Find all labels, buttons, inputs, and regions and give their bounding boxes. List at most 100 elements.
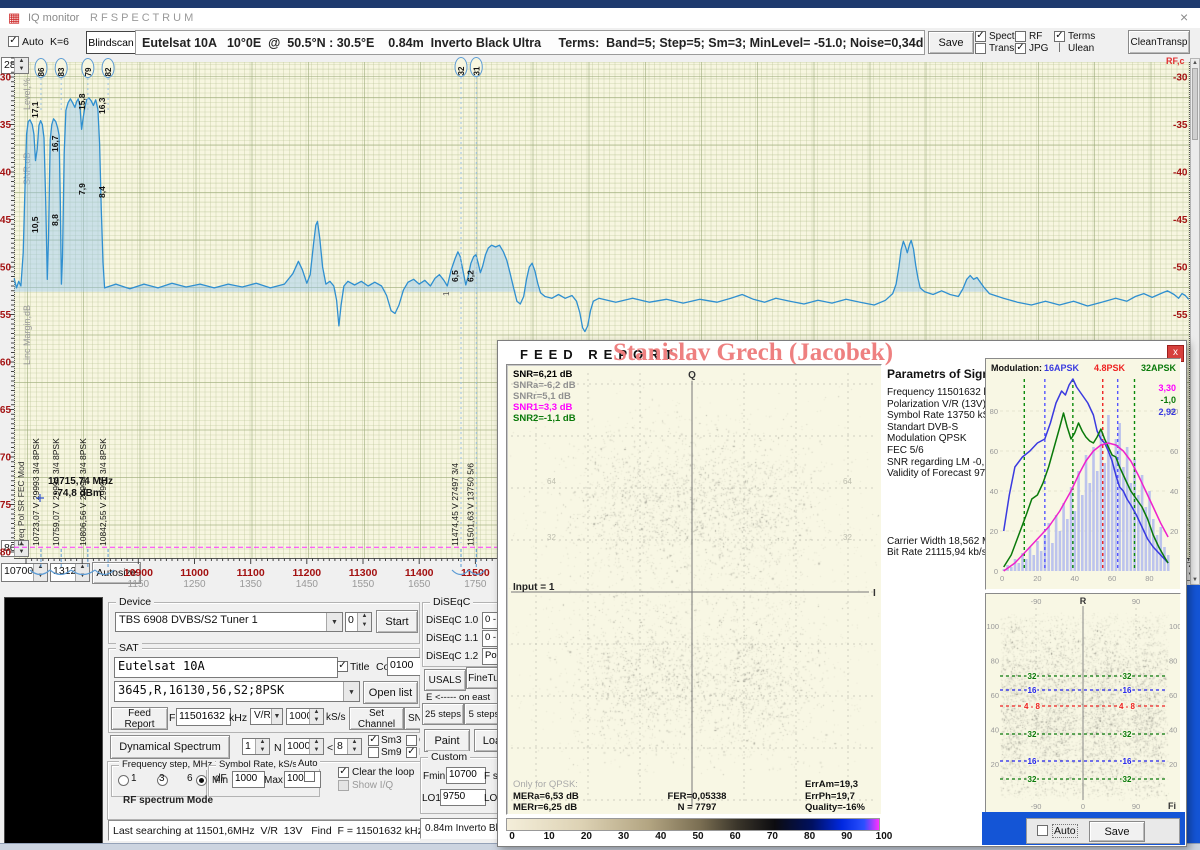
transponder-bracket	[469, 570, 485, 575]
frequency-field[interactable]: 11501632	[176, 708, 231, 726]
mod-y-label-right: 60	[1170, 447, 1178, 456]
blindscan-button[interactable]: Blindscan	[86, 31, 136, 54]
min-field[interactable]: 1000	[232, 771, 265, 788]
iq-axes: QI64326432	[507, 365, 881, 814]
dyn-k-spinner[interactable]: 8▲▼	[334, 738, 362, 755]
autosize-button[interactable]: Autosize	[92, 562, 141, 584]
title-checkbox[interactable]	[337, 661, 348, 672]
mod-histogram-bar	[1118, 423, 1121, 571]
fi-right-label: 100	[1169, 622, 1180, 631]
dyn-n-spinner[interactable]: 1000▲▼	[284, 738, 324, 755]
mod-x-label: 20	[1033, 574, 1041, 583]
iq-grid-value: 64	[547, 477, 556, 486]
y-axis-label: -50	[0, 263, 11, 274]
showiq-checkbox[interactable]	[338, 780, 349, 791]
scrollbar-thumb[interactable]	[1192, 68, 1198, 140]
iq-mera: MERa=6,53 dB	[513, 791, 579, 802]
polarity-combo[interactable]: V/R▼	[250, 708, 283, 725]
close-icon[interactable]: ×	[1180, 9, 1188, 25]
spectr-toolbar-checkbox[interactable]	[975, 31, 986, 42]
mod-y-label: 20	[990, 527, 998, 536]
calibr-checkbox[interactable]	[406, 735, 417, 746]
usals-button[interactable]: USALS	[424, 669, 466, 691]
fi-bottom-label: -90	[1031, 802, 1042, 811]
popup-auto-checkbox[interactable]	[1037, 825, 1048, 836]
popup-save-button[interactable]: Save	[1089, 821, 1145, 842]
fi-threshold-value: 4 - 8	[1024, 702, 1041, 711]
y-axis-label: -60	[0, 358, 11, 369]
fmin-field[interactable]: 10700	[446, 767, 486, 784]
scale-tick: 80	[798, 831, 822, 842]
mod-legend-32APSK: 32APSK	[1141, 363, 1177, 373]
steps25-button[interactable]: 25 steps	[422, 703, 464, 725]
mod-y-label: 60	[990, 447, 998, 456]
dynamical-spectrum-button[interactable]: Dynamical Spectrum	[110, 735, 230, 759]
sm3-checkbox[interactable]	[368, 735, 379, 746]
quality-gradient-bar	[506, 818, 880, 831]
sm9-checkbox[interactable]	[368, 747, 379, 758]
mod-x-label: 0	[1000, 574, 1004, 583]
symrate-auto-checkbox[interactable]	[304, 771, 315, 782]
mod-histogram-bar	[1085, 455, 1088, 571]
fi-r-label: R	[1080, 596, 1087, 606]
save-button[interactable]: Save	[928, 31, 974, 54]
span-spinner[interactable]: 1312▲▼	[50, 563, 90, 582]
device-combo[interactable]: TBS 6908 DVBS/S2 Tuner 1▼	[115, 612, 343, 632]
ulean-toolbar-checkbox[interactable]: |	[1054, 43, 1065, 54]
fi-threshold-value: 16	[1028, 686, 1037, 695]
sat-name-field[interactable]: Eutelsat 10A	[114, 657, 338, 678]
fi-threshold-value: 32	[1028, 730, 1037, 739]
fi-threshold-value: 4 - 8	[1119, 702, 1136, 711]
scale-tick: 0	[500, 831, 524, 842]
mod-histogram-bar	[1066, 519, 1069, 571]
noise-checkbox[interactable]	[406, 747, 417, 758]
sr-step-spinner[interactable]: 1000▲▼	[286, 708, 324, 725]
lo1-field[interactable]: 9750	[440, 789, 486, 806]
start-button[interactable]: Start	[376, 610, 418, 633]
jpg-toolbar-checkbox[interactable]	[1015, 43, 1026, 54]
fi-left-label: 80	[991, 657, 999, 666]
paint-button[interactable]: Paint	[424, 729, 470, 752]
mod-histogram-bar	[1062, 503, 1065, 571]
control-panel: Device TBS 6908 DVBS/S2 Tuner 1▼ 0▲▼ Sta…	[104, 595, 420, 845]
lt-label: <	[327, 742, 333, 754]
iq-i-label: I	[873, 588, 876, 599]
iq-fer: FER=0,05338	[652, 791, 742, 802]
bottom-scale-spinner[interactable]: 80▲▼	[1, 540, 29, 557]
fi-threshold-value: 16	[1123, 757, 1132, 766]
transponder-combo[interactable]: 3645,R,16130,56,S2;8PSK▼	[114, 681, 360, 702]
lo1-label: LO1	[422, 793, 441, 804]
code-field[interactable]: 0100	[387, 657, 422, 676]
freqstep-radio-6[interactable]	[196, 775, 207, 786]
set-channel-button[interactable]: Set Channel	[349, 707, 404, 730]
view-title: R F S P E C T R U M	[90, 12, 193, 24]
terms-toolbar-checkbox[interactable]	[1054, 31, 1065, 42]
start-frequency-spinner[interactable]: 10700▲▼	[1, 563, 48, 582]
x-axis-rf-label: 11500	[461, 567, 490, 579]
feed-report-button[interactable]: Feed Report	[111, 707, 168, 730]
symrate-auto-label: Auto	[296, 758, 320, 769]
transp-toolbar-checkbox[interactable]	[975, 43, 986, 54]
open-list-button[interactable]: Open list	[363, 681, 418, 704]
cleantransp-button[interactable]: CleanTransp	[1128, 30, 1190, 54]
device-index-spinner[interactable]: 0▲▼	[345, 612, 372, 632]
mod-x-label: 80	[1145, 574, 1153, 583]
max-label: Max	[264, 775, 283, 786]
mod-histogram-bar	[1111, 455, 1114, 571]
mod-histogram-bar	[1017, 563, 1020, 571]
iq-snr-line: SNR2=-1,1 dB	[513, 413, 576, 424]
auto-checkbox[interactable]	[8, 36, 19, 47]
top-scale-spinner[interactable]: 28▲▼	[1, 57, 29, 74]
iq-panel: QI64326432 SNR=6,21 dBSNRa=-6,2 dBSNRr=5…	[506, 364, 882, 815]
finetune-button[interactable]: FineTune	[466, 667, 500, 689]
rf-toolbar-checkbox[interactable]	[1015, 31, 1026, 42]
dyn-count-spinner[interactable]: 1▲▼	[242, 738, 270, 755]
mod-y-label-right: 20	[1170, 527, 1178, 536]
clear-loop-checkbox[interactable]	[338, 767, 349, 778]
freqstep-radio-1[interactable]	[118, 775, 129, 786]
x-axis-if-label: 1450	[296, 579, 319, 590]
steps5-button[interactable]: 5 steps	[464, 703, 500, 725]
max-field[interactable]: 10000	[284, 771, 321, 788]
vertical-scrollbar[interactable]: ▲ ▼	[1190, 58, 1200, 585]
x-axis-rf-label: 11200	[293, 567, 322, 579]
